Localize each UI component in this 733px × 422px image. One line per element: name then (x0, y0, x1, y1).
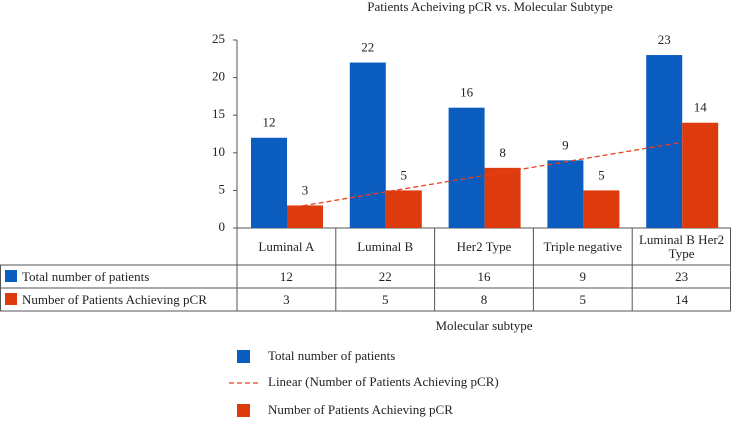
table-legend-key (5, 293, 17, 305)
data-label: 8 (499, 145, 506, 160)
data-label: 3 (302, 182, 309, 197)
data-label: 9 (562, 137, 569, 152)
y-tick-label: 0 (219, 219, 226, 234)
bar (385, 190, 422, 228)
bar (547, 160, 584, 228)
legend-key (237, 350, 250, 363)
legend-label: Number of Patients Achieving pCR (268, 402, 453, 417)
table-header: Her2 Type (456, 238, 512, 254)
table-legend-key (5, 270, 17, 282)
bar (646, 55, 683, 228)
bar (682, 122, 719, 228)
table-cell: 3 (283, 291, 290, 307)
y-tick-label: 20 (212, 69, 225, 84)
table-cell: 12 (279, 268, 293, 284)
bar (287, 205, 323, 228)
table-row-label: Total number of patients (22, 268, 150, 284)
table-row-label: Number of Patients Achieving pCR (22, 291, 207, 307)
table-cell: 23 (675, 268, 689, 284)
table-cell: 8 (480, 291, 488, 307)
table-cell: 14 (675, 291, 689, 307)
legend-label: Linear (Number of Patients Achieving pCR… (268, 374, 499, 389)
bar (349, 62, 386, 229)
bar (583, 190, 620, 228)
trendline (286, 141, 683, 210)
table-cell: 16 (477, 268, 491, 284)
data-label: 23 (658, 32, 671, 47)
data-label: 12 (263, 115, 276, 130)
data-label: 5 (401, 167, 408, 182)
table-header: Triple negative (543, 238, 623, 254)
bar (484, 167, 521, 228)
y-tick-label: 10 (212, 144, 225, 159)
data-label: 5 (598, 167, 605, 182)
data-label: 14 (694, 100, 708, 115)
table-header: Luminal B Her2 Type (638, 231, 725, 261)
y-tick-label: 5 (219, 181, 226, 196)
table-cell: 9 (579, 268, 587, 284)
bar (448, 107, 485, 228)
data-label: 22 (361, 40, 374, 55)
y-tick-label: 25 (212, 31, 225, 46)
table-cell: 5 (381, 291, 389, 307)
table-cell: 22 (378, 268, 392, 284)
legend-key (237, 404, 250, 417)
data-label: 16 (460, 85, 474, 100)
bar (251, 137, 287, 228)
chart-title: Patients Acheiving pCR vs. Molecular Sub… (367, 0, 613, 14)
x-axis-title: Molecular subtype (435, 318, 532, 333)
table-cell: 5 (579, 291, 587, 307)
y-tick-label: 15 (212, 106, 225, 121)
table-header: Luminal B (357, 238, 414, 254)
table-header: Luminal A (258, 238, 315, 254)
legend-label: Total number of patients (268, 348, 395, 363)
